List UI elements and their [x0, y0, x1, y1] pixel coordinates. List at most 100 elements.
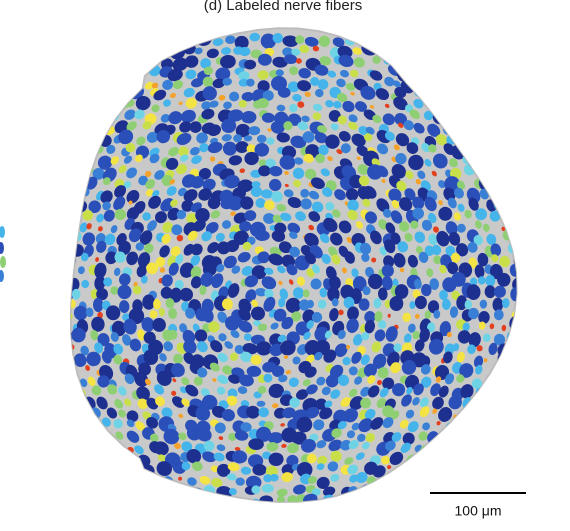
fiber: [493, 309, 504, 321]
fiber: [340, 143, 351, 154]
fiber: [57, 475, 68, 486]
fiber: [496, 87, 506, 97]
fiber: [341, 267, 347, 274]
fiber: [117, 284, 132, 300]
fiber: [181, 377, 190, 386]
fiber: [418, 32, 432, 46]
fiber: [492, 443, 502, 453]
fiber: [38, 108, 53, 123]
fiber: [394, 55, 404, 65]
fiber: [119, 463, 132, 475]
fiber: [322, 187, 333, 197]
fiber: [134, 154, 143, 163]
fiber: [488, 455, 495, 462]
fiber: [183, 494, 199, 502]
fiber: [282, 35, 299, 47]
fiber: [80, 345, 89, 356]
fiber: [199, 143, 209, 153]
fiber: [514, 79, 517, 85]
fiber: [203, 440, 215, 452]
fiber: [502, 80, 511, 89]
fiber: [323, 217, 338, 232]
fiber: [345, 82, 356, 91]
fiber: [498, 69, 507, 77]
fiber: [80, 499, 92, 502]
fiber: [377, 367, 389, 379]
fiber: [125, 142, 136, 153]
fiber: [128, 38, 140, 48]
fiber: [118, 240, 131, 256]
fiber: [85, 133, 95, 144]
fiber: [251, 306, 265, 321]
fiber: [433, 255, 442, 265]
fiber: [349, 474, 359, 483]
fiber: [337, 115, 347, 125]
fiber: [449, 43, 460, 54]
fiber: [190, 266, 202, 279]
fiber: [331, 298, 339, 307]
fiber: [391, 199, 400, 209]
fiber: [135, 242, 145, 251]
fiber: [49, 223, 57, 231]
fiber: [44, 274, 58, 289]
fiber: [424, 47, 433, 56]
fiber: [375, 88, 390, 101]
fiber: [145, 485, 158, 497]
fiber: [438, 407, 453, 422]
fiber: [87, 376, 96, 387]
fiber: [101, 417, 111, 427]
fiber: [287, 442, 299, 454]
fiber: [325, 134, 340, 149]
fiber: [468, 410, 478, 421]
fiber: [95, 441, 109, 455]
fiber: [475, 208, 488, 221]
fiber: [430, 383, 441, 397]
fiber: [303, 493, 318, 502]
fiber: [359, 242, 372, 255]
fiber: [381, 455, 390, 465]
fiber: [253, 391, 262, 399]
fiber: [37, 149, 57, 169]
fiber: [244, 210, 257, 222]
fiber: [139, 230, 153, 245]
fiber: [288, 279, 294, 285]
fiber: [202, 178, 216, 191]
fiber: [71, 288, 81, 300]
fiber: [106, 407, 118, 419]
fiber: [381, 275, 393, 291]
fiber: [402, 493, 413, 502]
fiber: [508, 153, 517, 164]
fiber: [382, 113, 395, 126]
fiber: [486, 120, 499, 133]
fiber: [152, 190, 160, 198]
fiber: [503, 101, 513, 112]
fiber: [70, 158, 74, 163]
fiber: [126, 189, 140, 204]
fiber: [382, 405, 394, 418]
fiber: [487, 388, 496, 398]
fiber: [176, 234, 184, 242]
fiber: [484, 45, 492, 53]
fiber: [514, 143, 517, 159]
fiber: [506, 393, 517, 409]
fiber: [476, 147, 487, 159]
fiber: [491, 254, 499, 263]
fiber: [467, 149, 471, 153]
fiber: [51, 263, 61, 276]
fiber: [303, 153, 314, 163]
fiber: [315, 153, 325, 164]
fiber: [460, 46, 471, 58]
fiber: [433, 309, 441, 319]
fiber: [97, 226, 103, 232]
fiber: [367, 273, 383, 290]
fiber: [179, 323, 188, 333]
scale-bar-label: 100 μm: [455, 503, 502, 519]
fiber: [381, 178, 386, 183]
fiber: [304, 232, 319, 247]
fiber: [259, 495, 273, 502]
fiber: [126, 167, 138, 179]
fiber: [96, 104, 106, 113]
fiber: [216, 444, 226, 452]
fiber: [212, 78, 225, 89]
fiber: [278, 374, 288, 383]
